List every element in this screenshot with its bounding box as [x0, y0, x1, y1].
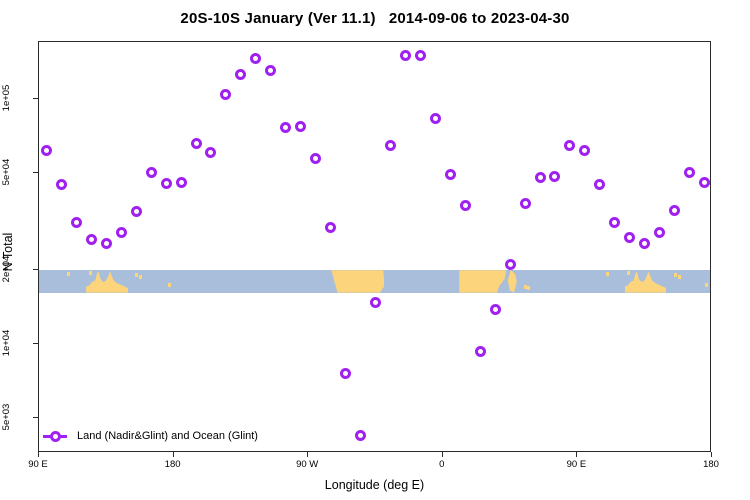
plot-area: Land (Nadir&Glint) and Ocean (Glint)	[38, 41, 711, 452]
x-tick-mark	[441, 452, 443, 457]
x-tick-mark	[307, 452, 309, 457]
island-speck	[677, 274, 681, 279]
data-point	[325, 221, 337, 233]
y-tick-mark	[33, 98, 38, 99]
data-point	[130, 206, 142, 218]
data-point	[160, 177, 172, 189]
legend: Land (Nadir&Glint) and Ocean (Glint)	[43, 428, 258, 444]
island-speck	[526, 285, 530, 290]
data-point	[489, 304, 501, 316]
data-point	[265, 64, 277, 76]
data-point	[295, 121, 307, 133]
island-speck	[605, 271, 609, 276]
land-segment-australia-newguinea	[624, 271, 667, 293]
island-speck	[523, 284, 527, 289]
x-tick-mark	[576, 452, 578, 457]
data-point	[85, 233, 97, 245]
land-segment-madagascar	[507, 270, 517, 293]
data-point	[205, 147, 217, 159]
island-speck	[673, 272, 677, 277]
data-point	[115, 227, 127, 239]
data-point	[429, 112, 441, 124]
x-tick-mark	[38, 452, 39, 457]
island-speck	[135, 272, 139, 277]
data-point	[310, 153, 322, 165]
data-point	[190, 137, 202, 149]
x-tick-label: 90 W	[296, 459, 319, 470]
data-point	[669, 204, 681, 216]
data-point	[384, 140, 396, 152]
y-tick-label: 5e+04	[1, 158, 12, 186]
data-point	[474, 345, 486, 357]
island-speck	[705, 283, 709, 288]
y-tick-mark	[33, 269, 38, 271]
data-point	[444, 169, 456, 181]
chart-title: 20S-10S January (Ver 11.1) 2014-09-06 to…	[180, 10, 570, 27]
data-point	[40, 145, 52, 157]
x-tick-label: 0	[439, 459, 445, 470]
data-point	[609, 217, 621, 229]
data-point	[235, 68, 247, 80]
data-point	[519, 198, 531, 210]
x-tick-label: 180	[703, 459, 719, 470]
data-point	[145, 167, 157, 179]
island-speck	[89, 271, 93, 276]
data-point	[280, 122, 292, 134]
data-point	[699, 176, 711, 188]
data-point	[579, 144, 591, 156]
y-tick-label: 1e+05	[1, 84, 12, 112]
x-tick-label: 90 E	[28, 459, 48, 470]
data-point	[624, 232, 636, 244]
data-point	[564, 139, 576, 151]
land-ocean-map-band	[39, 270, 710, 293]
legend-ring-icon	[50, 431, 61, 442]
y-tick-label: 2e+04	[1, 255, 12, 283]
data-point	[175, 176, 187, 188]
y-tick-mark	[33, 416, 38, 418]
data-point	[459, 200, 471, 212]
x-tick-mark	[711, 452, 712, 457]
data-point	[414, 49, 426, 61]
x-tick-mark	[172, 452, 174, 457]
island-speck	[139, 274, 143, 279]
island-speck	[167, 283, 171, 288]
land-segment-australia-newguinea	[86, 271, 128, 293]
data-point	[654, 226, 666, 238]
data-point	[370, 296, 381, 308]
data-point	[534, 172, 546, 184]
land-segment-south-america	[331, 270, 385, 293]
data-point	[220, 89, 232, 101]
land-segment-africa	[459, 270, 507, 293]
island-speck	[627, 271, 631, 276]
y-tick-label: 5e+03	[1, 403, 12, 431]
x-axis-label: Longitude (deg E)	[324, 478, 425, 492]
data-point	[250, 53, 262, 65]
y-tick-mark	[33, 343, 38, 344]
data-point	[55, 179, 67, 191]
data-point	[355, 429, 367, 441]
data-point	[340, 368, 352, 380]
data-point	[684, 166, 696, 178]
data-point	[549, 171, 561, 183]
data-point	[399, 50, 411, 62]
data-point	[70, 217, 82, 229]
legend-label: Land (Nadir&Glint) and Ocean (Glint)	[77, 430, 258, 442]
data-point	[594, 179, 606, 191]
x-tick-label: 180	[164, 459, 181, 470]
legend-open-circle-line-icon	[43, 430, 67, 442]
y-tick-mark	[33, 171, 38, 173]
data-point	[504, 258, 516, 270]
island-speck	[67, 271, 71, 276]
data-point	[100, 238, 112, 250]
x-tick-label: 90 E	[566, 459, 587, 470]
data-point	[639, 238, 651, 250]
y-tick-label: 1e+04	[1, 329, 12, 357]
